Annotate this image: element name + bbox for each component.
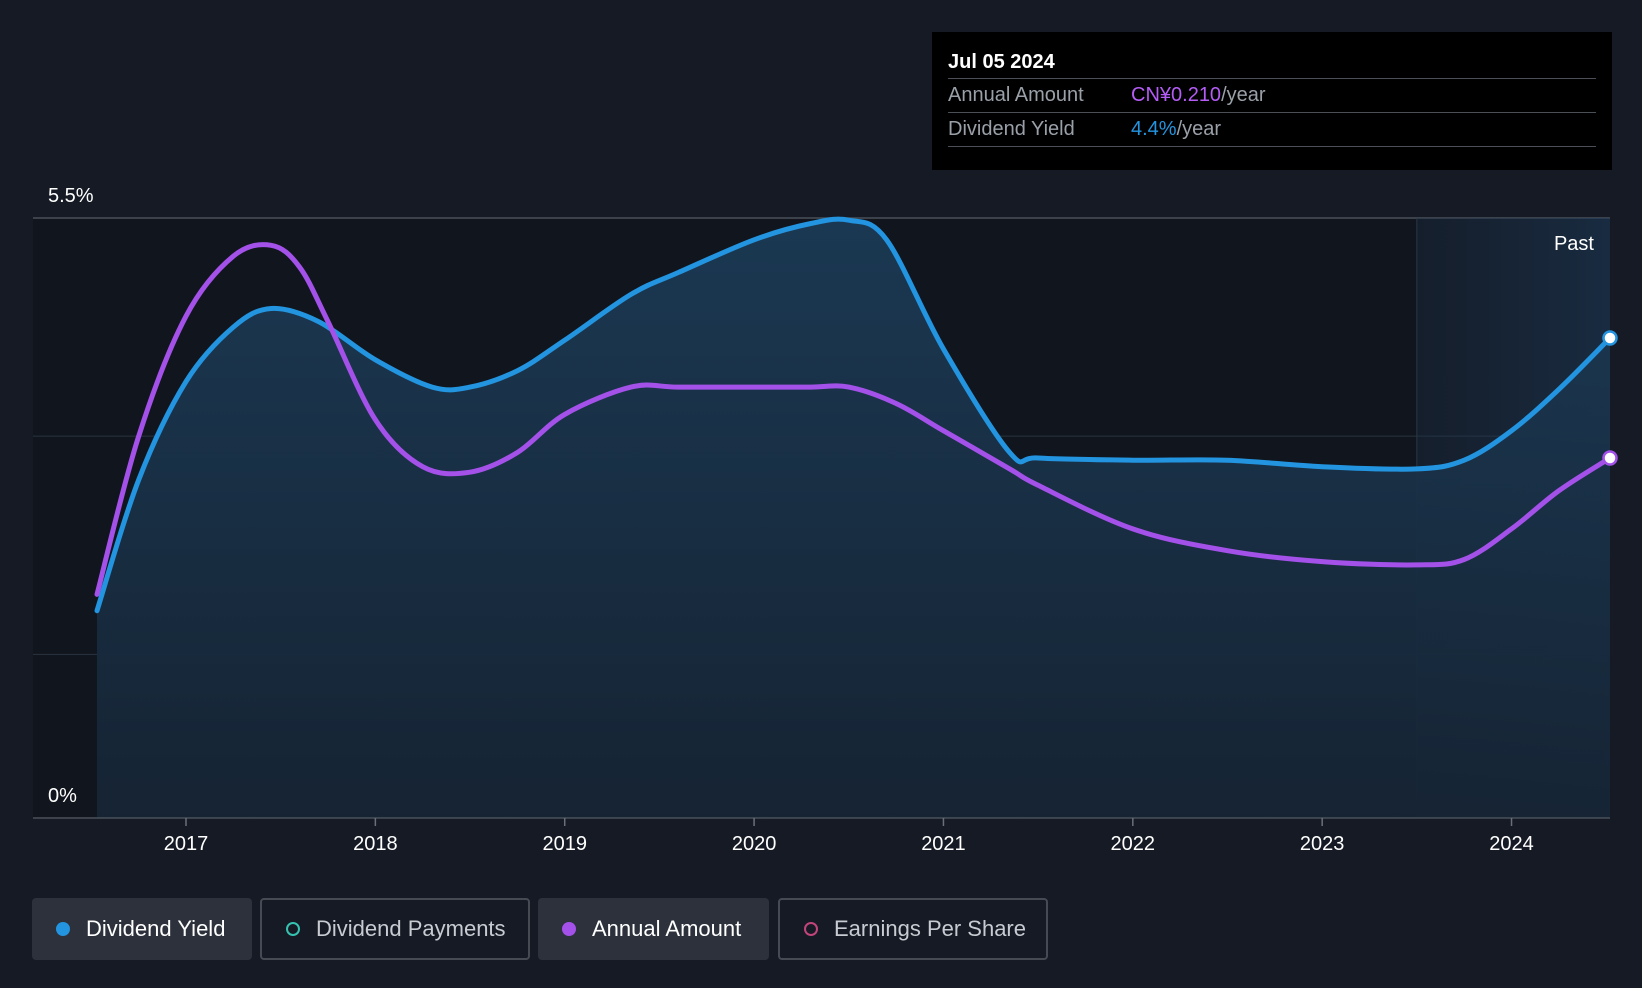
series-end-markers: [1602, 330, 1618, 466]
x-tick-label: 2022: [1111, 833, 1156, 855]
x-tick-label: 2019: [542, 833, 587, 855]
x-tick-label: 2017: [164, 833, 209, 855]
tooltip: Jul 05 2024 Annual Amount CN¥0.210 /year…: [932, 32, 1612, 170]
legend-dot-icon: [286, 922, 300, 936]
legend-annual-amount[interactable]: Annual Amount: [538, 898, 769, 960]
legend-earnings-per-share[interactable]: Earnings Per Share: [778, 898, 1048, 960]
x-tick-label: 2024: [1489, 833, 1534, 855]
tooltip-label: Dividend Yield: [948, 118, 1075, 140]
x-tick-label: 2021: [921, 833, 966, 855]
legend-label: Dividend Yield: [86, 916, 226, 941]
tooltip-unit: /year: [1176, 118, 1222, 140]
past-label: Past: [1554, 233, 1594, 255]
series-line-dividend-yield: [94, 216, 1613, 614]
legend-dividend-yield[interactable]: Dividend Yield: [32, 898, 252, 960]
legend-label: Dividend Payments: [316, 916, 506, 941]
legend-dividend-payments[interactable]: Dividend Payments: [260, 898, 530, 960]
x-tick-label: 2020: [732, 833, 777, 855]
end-marker: [1602, 330, 1618, 346]
tooltip-label: Annual Amount: [948, 84, 1084, 106]
tooltip-row-dividend-yield: Dividend Yield 4.4% /year: [948, 112, 1596, 147]
legend-dot-icon: [56, 922, 70, 936]
tooltip-value: 4.4%: [1131, 118, 1177, 140]
legend-label: Annual Amount: [592, 916, 742, 941]
tooltip-row-annual-amount: Annual Amount CN¥0.210 /year: [948, 78, 1596, 112]
x-tick-label: 2018: [353, 833, 398, 855]
tooltip-unit: /year: [1221, 84, 1266, 106]
series-areas: [97, 219, 1610, 819]
legend-dot-icon: [804, 922, 818, 936]
axes: 2017 2018 2019 2020 2021 2022 2023 2024 5.5% 0%: [33, 185, 1610, 855]
series-line-annual-amount: [94, 242, 1613, 597]
end-marker: [1602, 450, 1618, 466]
tooltip-date: Jul 05 2024: [948, 51, 1055, 73]
legend-label: Earnings Per Share: [834, 916, 1026, 941]
y-tick-label-bottom: 0%: [48, 785, 77, 807]
x-tick-label: 2023: [1300, 833, 1345, 855]
series-area-dividend-yield: [97, 219, 1610, 819]
tooltip-value: CN¥0.210: [1131, 84, 1222, 106]
legend-dot-icon: [562, 922, 576, 936]
series-lines: [94, 216, 1613, 614]
y-tick-label-top: 5.5%: [48, 185, 94, 207]
